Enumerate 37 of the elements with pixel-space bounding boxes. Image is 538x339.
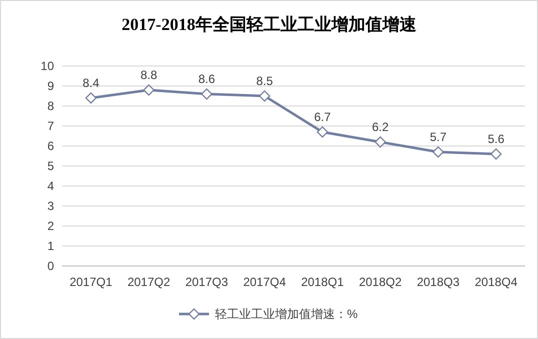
data-label: 5.6 (488, 132, 505, 146)
point (258, 90, 270, 102)
y-tick-label: 2 (47, 219, 54, 233)
y-tick-label: 4 (47, 179, 54, 193)
y-tick-label: 9 (47, 79, 54, 93)
chart-title: 2017-2018年全国轻工业工业增加值增速 (122, 15, 416, 34)
data-label: 8.4 (82, 76, 100, 90)
x-tick-label: 2018Q1 (301, 275, 344, 289)
data-label: 8.5 (256, 74, 274, 88)
x-tick-label: 2018Q4 (474, 275, 518, 289)
y-tick-label: 10 (40, 59, 54, 73)
point (316, 126, 328, 138)
data-label: 6.2 (372, 120, 389, 134)
y-tick-label: 3 (47, 199, 54, 213)
legend-label: 轻工业工业增加值增速：% (215, 307, 358, 321)
x-tick-label: 2017Q2 (127, 275, 170, 289)
data-label: 5.7 (430, 130, 447, 144)
point (143, 84, 154, 96)
y-tick-label: 5 (47, 159, 54, 173)
y-tick-label: 6 (47, 139, 54, 153)
point (432, 146, 444, 158)
data-label: 8.6 (198, 72, 216, 86)
data-label: 6.7 (314, 110, 332, 124)
point (201, 88, 212, 100)
point (85, 92, 97, 104)
x-tick-label: 2018Q3 (416, 275, 460, 289)
data-label: 8.8 (140, 68, 158, 82)
x-tick-label: 2018Q2 (358, 275, 402, 289)
point (490, 148, 502, 160)
y-tick-label: 7 (47, 119, 54, 133)
y-tick-label: 1 (47, 239, 54, 253)
y-tick-label: 0 (47, 259, 54, 273)
x-tick-label: 2017Q4 (243, 275, 286, 289)
y-tick-label: 8 (47, 99, 54, 113)
x-tick-label: 2017Q1 (70, 275, 113, 289)
point (374, 136, 386, 148)
x-tick-label: 2017Q3 (185, 275, 228, 289)
